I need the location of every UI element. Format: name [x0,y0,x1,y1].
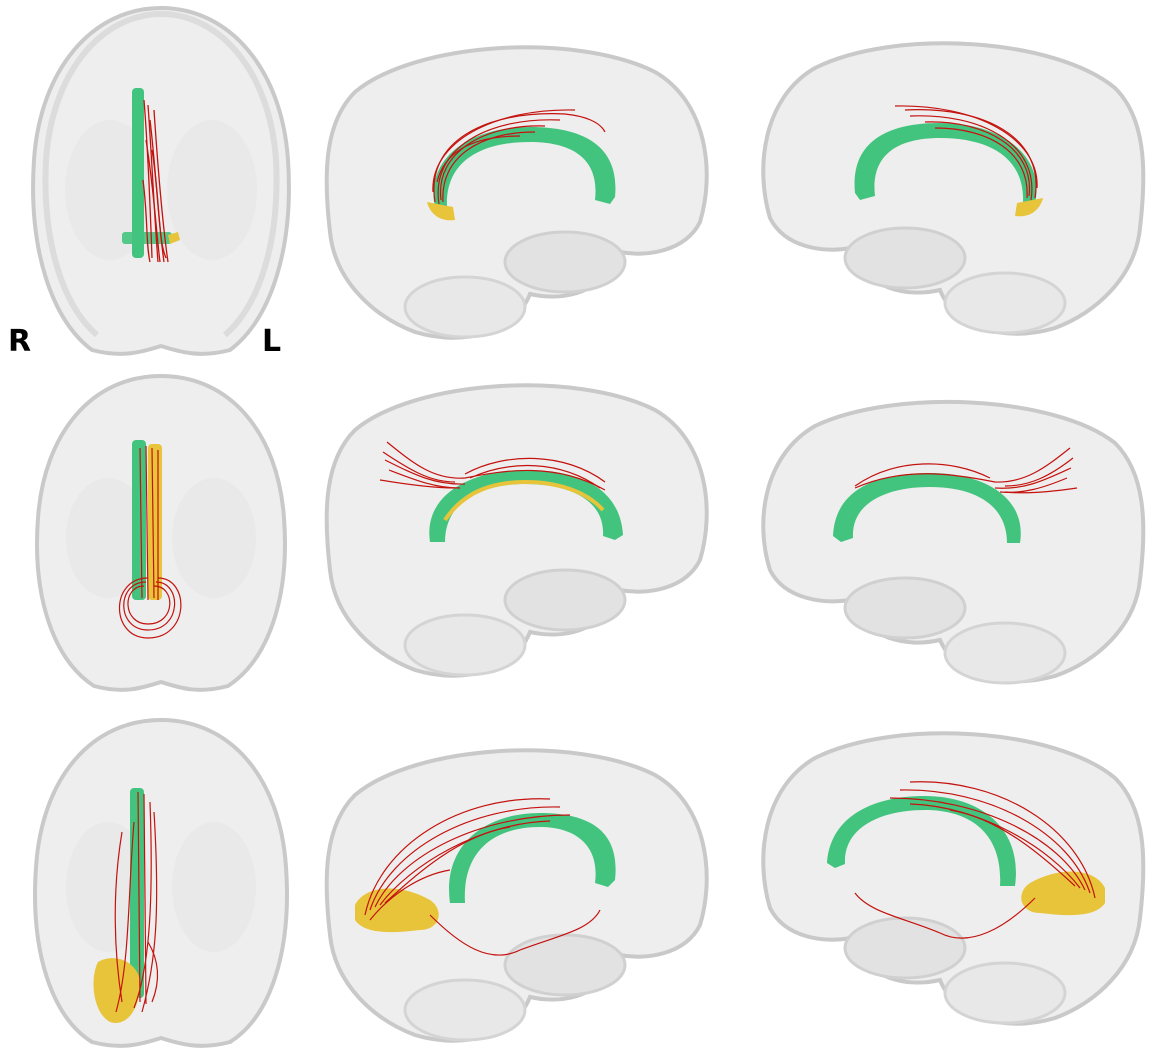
region-sagittal [355,888,439,933]
row3-axial-view [30,712,292,1052]
corpus-callosum-axial [132,88,144,258]
row3-sagittal-left-view [745,718,1153,1038]
row2-axial-view [30,368,292,698]
corpus-callosum-axial [132,440,146,600]
row1-sagittal-right-svg [324,45,709,340]
corpus-callosum-sagittal [449,813,616,903]
row3-sagittal-right-svg [324,748,709,1043]
fibers-sagittal [854,781,1096,939]
row2-sagittal-right-svg [324,383,709,678]
fibers-sagittal [364,798,601,956]
corpus-callosum-sagittal [854,123,1037,203]
fibers-axial [114,791,159,1013]
row3-axial-svg [33,717,289,1048]
row2-sagittal-left-svg [761,399,1146,685]
orientation-label-left: L [262,324,282,359]
row1-sagittal-right-view [315,32,725,354]
region-axial [93,958,140,1023]
corpus-callosum-sagittal [433,127,616,207]
corpus-callosum-sagittal [833,473,1021,543]
row3-sagittal-right-view [310,735,730,1055]
region-sagittal [1021,871,1105,916]
row1-sagittal-left-svg [761,41,1146,336]
row2-axial-svg [35,373,287,692]
corpus-callosum-sagittal [429,470,623,542]
corpus-callosum-sagittal [827,796,1016,886]
brain-shell-axial [31,5,291,356]
row1-sagittal-left-view [745,28,1153,354]
fibers-axial [118,445,182,639]
fibers-axial [142,99,169,263]
fibers-sagittal [379,441,606,491]
orientation-label-right: R [8,324,32,359]
row3-sagittal-left-svg [761,731,1146,1026]
row2-sagittal-left-view [745,388,1153,698]
fibers-sagittal [432,109,606,205]
fibers-sagittal [894,105,1038,201]
row1-axial-svg [31,5,291,356]
row2-sagittal-right-view [305,370,725,690]
fibers-sagittal [854,447,1078,494]
row1-axial-view [30,0,292,360]
corpus-callosum-axial [130,788,144,998]
